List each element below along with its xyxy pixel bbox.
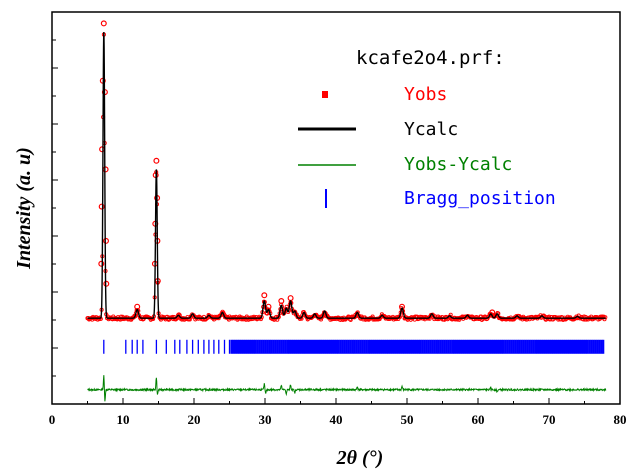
yobs-point <box>505 316 510 321</box>
x-tick-label: 40 <box>330 412 343 427</box>
series-yobs-ycalc <box>87 375 607 402</box>
legend-bragg-label: Bragg_position <box>404 188 556 209</box>
x-tick-label: 30 <box>259 412 272 427</box>
legend-yobs-marker <box>322 91 328 98</box>
x-tick-label: 70 <box>543 412 556 427</box>
x-tick-label: 50 <box>401 412 414 427</box>
yobs-point <box>102 166 109 173</box>
yobs-point <box>99 146 106 153</box>
y-axis-title: Intensity (a. u) <box>13 147 35 270</box>
legend-ycalc-label: Ycalc <box>404 119 458 140</box>
x-tick-label: 0 <box>49 412 56 427</box>
legend: kcafe2o4.prf: Yobs Ycalc Yobs-Ycalc Brag… <box>298 47 556 209</box>
legend-diff-label: Yobs-Ycalc <box>404 154 512 175</box>
yobs-point <box>153 157 160 164</box>
yobs-point <box>287 295 294 302</box>
yobs-point <box>603 315 608 320</box>
diff-line <box>87 375 607 402</box>
yobs-point <box>98 260 105 267</box>
yobs-point <box>98 203 105 210</box>
series-yobs <box>85 20 608 322</box>
series-ycalc <box>87 32 606 319</box>
x-axis-title: 2θ (°) <box>336 447 384 469</box>
y-axis-ticks <box>52 39 58 377</box>
ycalc-line <box>87 32 606 319</box>
legend-yobs-label: Yobs <box>404 84 447 105</box>
x-tick-label: 20 <box>188 412 201 427</box>
series-bragg-position <box>103 339 605 354</box>
yobs-point <box>100 20 107 27</box>
x-tick-label: 80 <box>614 412 627 427</box>
x-axis-ticks: 0 10 20 30 40 50 60 70 80 <box>49 398 627 427</box>
yobs-point <box>261 292 268 299</box>
yobs-point <box>102 237 109 244</box>
x-tick-label: 10 <box>117 412 130 427</box>
yobs-point <box>176 313 181 318</box>
legend-file-title: kcafe2o4.prf: <box>356 47 505 69</box>
yobs-point <box>278 298 285 305</box>
x-tick-label: 60 <box>472 412 485 427</box>
